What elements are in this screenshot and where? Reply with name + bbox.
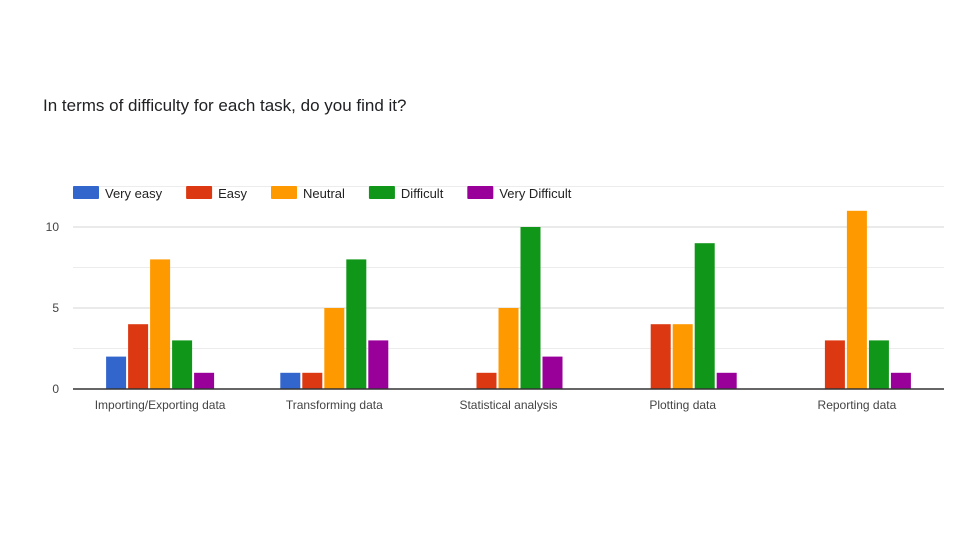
y-tick-label: 0 — [52, 382, 59, 396]
bar-difficult — [520, 227, 541, 389]
legend-label: Neutral — [303, 186, 345, 201]
bar-easy — [650, 324, 671, 389]
bar-very-difficult — [890, 372, 911, 389]
bar-neutral — [846, 210, 867, 389]
bar-easy — [476, 372, 497, 389]
legend-label: Easy — [218, 186, 247, 201]
bar-difficult — [172, 340, 193, 389]
bar-very-difficult — [716, 372, 737, 389]
bar-neutral — [150, 259, 171, 389]
legend-label: Difficult — [401, 186, 444, 201]
bar-very-difficult — [368, 340, 389, 389]
bar-neutral — [324, 308, 345, 389]
bar-neutral — [498, 308, 519, 389]
y-tick-label: 5 — [52, 301, 59, 315]
x-tick-label: Reporting data — [818, 398, 897, 412]
x-axis-ticks: Importing/Exporting data Transforming dat… — [95, 398, 897, 412]
bar-very-easy — [106, 356, 127, 389]
bars — [106, 210, 911, 389]
bar-difficult — [346, 259, 367, 389]
x-tick-label: Statistical analysis — [459, 398, 557, 412]
bar-difficult — [694, 243, 715, 389]
y-axis-ticks: 0 5 10 — [46, 220, 60, 396]
legend-swatch — [271, 186, 297, 199]
x-tick-label: Importing/Exporting data — [95, 398, 226, 412]
bar-neutral — [672, 324, 693, 389]
x-tick-label: Transforming data — [286, 398, 383, 412]
legend: Very easy Easy Neutral Difficult Very Diffic… — [73, 186, 572, 201]
x-tick-label: Plotting data — [649, 398, 716, 412]
bar-easy — [824, 340, 845, 389]
bar-very-difficult — [194, 372, 215, 389]
legend-label: Very Difficult — [499, 186, 571, 201]
bar-very-easy — [280, 372, 301, 389]
y-tick-label: 10 — [46, 220, 60, 234]
legend-swatch — [368, 186, 395, 199]
bar-easy — [302, 372, 323, 389]
chart-title: In terms of difficulty for each task, do… — [43, 96, 407, 115]
legend-swatch — [186, 186, 213, 199]
legend-label: Very easy — [105, 186, 163, 201]
bar-very-difficult — [542, 356, 563, 389]
legend-swatch — [467, 186, 494, 199]
bar-difficult — [868, 340, 889, 389]
legend-swatch — [73, 186, 99, 199]
bar-easy — [128, 324, 149, 389]
